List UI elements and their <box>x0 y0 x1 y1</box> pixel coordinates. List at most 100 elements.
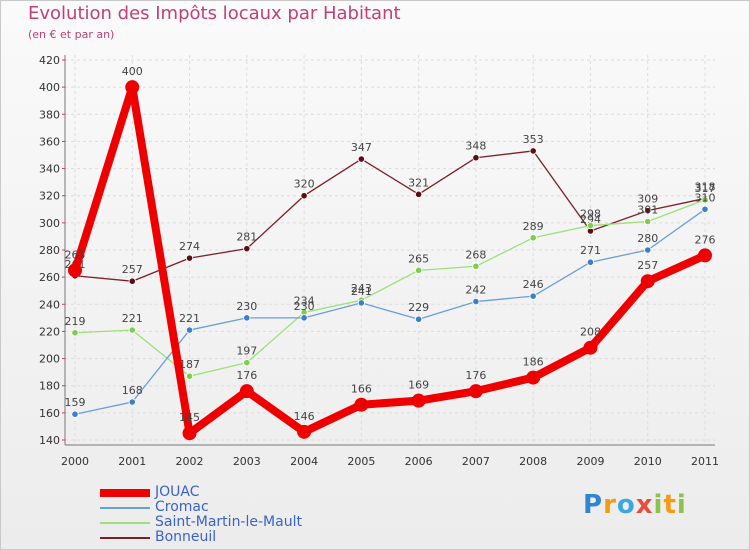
data-point-bonneuil <box>357 155 365 163</box>
data-point-bonneuil <box>472 154 480 162</box>
legend-swatch-cromac <box>100 506 150 509</box>
data-point-jouac <box>297 424 312 439</box>
data-point-cromac <box>300 314 308 322</box>
data-point-saint-martin-le-mault <box>529 234 537 242</box>
data-label-saint-martin-le-mault: 187 <box>179 358 200 371</box>
x-tick-label: 2009 <box>576 455 604 468</box>
x-tick-label: 2005 <box>347 455 375 468</box>
data-label-jouac: 276 <box>695 233 716 246</box>
data-label-cromac: 241 <box>351 285 372 298</box>
data-point-cromac <box>185 326 194 334</box>
data-point-saint-martin-le-mault <box>644 217 652 226</box>
data-label-cromac: 230 <box>236 300 257 313</box>
series-line-cromac <box>74 208 706 415</box>
legend-label-bonneuil: Bonneuil <box>155 529 217 545</box>
y-tick-label: 160 <box>39 407 60 420</box>
data-label-cromac: 310 <box>695 191 716 204</box>
data-label-saint-martin-le-mault: 301 <box>637 204 658 217</box>
legend-label-cromac: Cromac <box>155 499 209 515</box>
y-tick-label: 280 <box>39 244 60 257</box>
legend-swatch-saint-martin <box>100 521 150 524</box>
data-point-bonneuil <box>415 190 423 198</box>
data-label-bonneuil: 321 <box>408 176 429 189</box>
y-tick-label: 180 <box>39 380 60 393</box>
data-point-saint-martin-le-mault <box>472 262 480 270</box>
legend-swatch-jouac <box>100 488 150 497</box>
data-label-bonneuil: 309 <box>637 193 658 206</box>
data-label-jouac: 400 <box>122 65 143 78</box>
data-point-jouac <box>698 248 712 263</box>
data-point-cromac <box>529 292 537 300</box>
data-point-jouac <box>583 340 598 355</box>
data-point-saint-martin-le-mault <box>71 329 79 337</box>
x-tick-label: 2001 <box>118 455 146 468</box>
data-point-jouac <box>411 393 426 408</box>
data-point-jouac <box>125 80 140 95</box>
data-point-cromac <box>415 315 423 323</box>
data-point-saint-martin-le-mault <box>243 359 251 367</box>
data-point-saint-martin-le-mault <box>586 221 595 230</box>
data-label-saint-martin-le-mault: 197 <box>236 345 257 358</box>
y-tick-label: 360 <box>39 135 60 148</box>
data-label-bonneuil: 294 <box>580 213 601 226</box>
data-label-saint-martin-le-mault: 221 <box>122 312 143 325</box>
data-label-jouac: 146 <box>294 410 315 423</box>
data-point-bonneuil <box>644 207 652 215</box>
data-point-cromac <box>472 297 480 306</box>
y-tick-label: 260 <box>39 271 60 284</box>
data-label-cromac: 229 <box>408 301 429 314</box>
data-point-bonneuil <box>243 245 251 253</box>
x-tick-label: 2006 <box>405 455 433 468</box>
data-point-jouac <box>526 370 541 385</box>
y-tick-label: 340 <box>39 163 60 176</box>
y-tick-label: 200 <box>39 353 60 366</box>
data-label-cromac: 246 <box>523 278 544 291</box>
data-point-saint-martin-le-mault <box>701 196 709 204</box>
data-point-saint-martin-le-mault <box>185 372 194 380</box>
data-label-bonneuil: 257 <box>122 263 143 276</box>
data-point-cromac <box>586 258 595 266</box>
data-point-cromac <box>644 246 652 254</box>
data-point-cromac <box>71 410 79 418</box>
data-point-bonneuil <box>529 147 537 155</box>
y-tick-label: 320 <box>39 190 60 203</box>
x-tick-label: 2007 <box>462 455 490 468</box>
data-label-saint-martin-le-mault: 219 <box>65 315 86 328</box>
data-point-jouac <box>239 384 254 399</box>
data-point-cromac <box>128 398 136 406</box>
data-label-cromac: 159 <box>65 396 86 409</box>
data-point-cromac <box>357 299 365 307</box>
data-point-saint-martin-le-mault <box>415 266 423 274</box>
data-label-jouac: 176 <box>465 369 486 382</box>
data-label-cromac: 280 <box>637 232 658 245</box>
y-tick-label: 300 <box>39 217 60 230</box>
data-label-bonneuil: 348 <box>465 140 486 153</box>
data-label-saint-martin-le-mault: 268 <box>465 248 486 261</box>
y-tick-label: 220 <box>39 325 60 338</box>
data-point-jouac <box>640 274 655 289</box>
data-label-bonneuil: 320 <box>294 178 315 191</box>
chart-title: Evolution des Impôts locaux par Habitant <box>28 3 401 24</box>
y-tick-label: 420 <box>39 54 60 67</box>
data-label-bonneuil: 281 <box>236 231 257 244</box>
data-point-jouac <box>354 397 369 412</box>
y-tick-label: 140 <box>39 434 60 447</box>
data-point-saint-martin-le-mault <box>128 326 136 334</box>
y-tick-label: 380 <box>39 108 60 121</box>
data-label-bonneuil: 353 <box>523 133 544 146</box>
data-label-cromac: 168 <box>122 384 143 397</box>
data-label-jouac: 145 <box>179 411 200 424</box>
data-point-cromac <box>243 314 251 322</box>
data-label-saint-martin-le-mault: 317 <box>695 182 716 195</box>
proxiti-logo: Proxiti <box>583 490 687 520</box>
y-tick-label: 240 <box>39 298 60 311</box>
x-tick-label: 2011 <box>691 455 719 468</box>
series-line-jouac <box>71 83 709 438</box>
data-label-jouac: 208 <box>580 326 601 339</box>
data-point-cromac <box>701 205 709 213</box>
x-tick-label: 2000 <box>61 455 89 468</box>
data-point-bonneuil <box>185 254 194 262</box>
data-label-jouac: 166 <box>351 383 372 396</box>
